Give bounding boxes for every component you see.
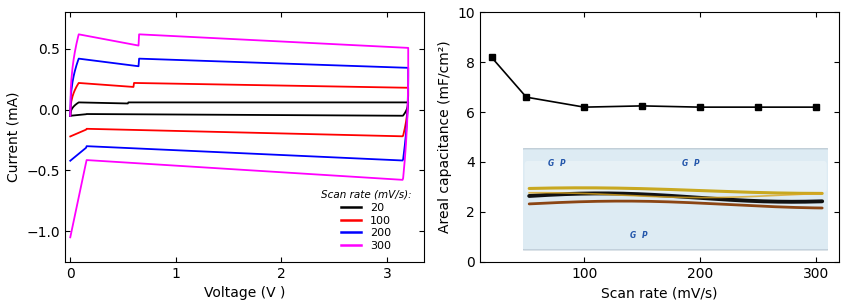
- Y-axis label: Current (mA): Current (mA): [7, 92, 21, 182]
- Y-axis label: Areal capacitance (mF/cm²): Areal capacitance (mF/cm²): [438, 41, 452, 233]
- X-axis label: Voltage (V ): Voltage (V ): [204, 286, 285, 300]
- Legend: 20, 100, 200, 300: 20, 100, 200, 300: [321, 190, 411, 251]
- X-axis label: Scan rate (mV/s): Scan rate (mV/s): [602, 286, 717, 300]
